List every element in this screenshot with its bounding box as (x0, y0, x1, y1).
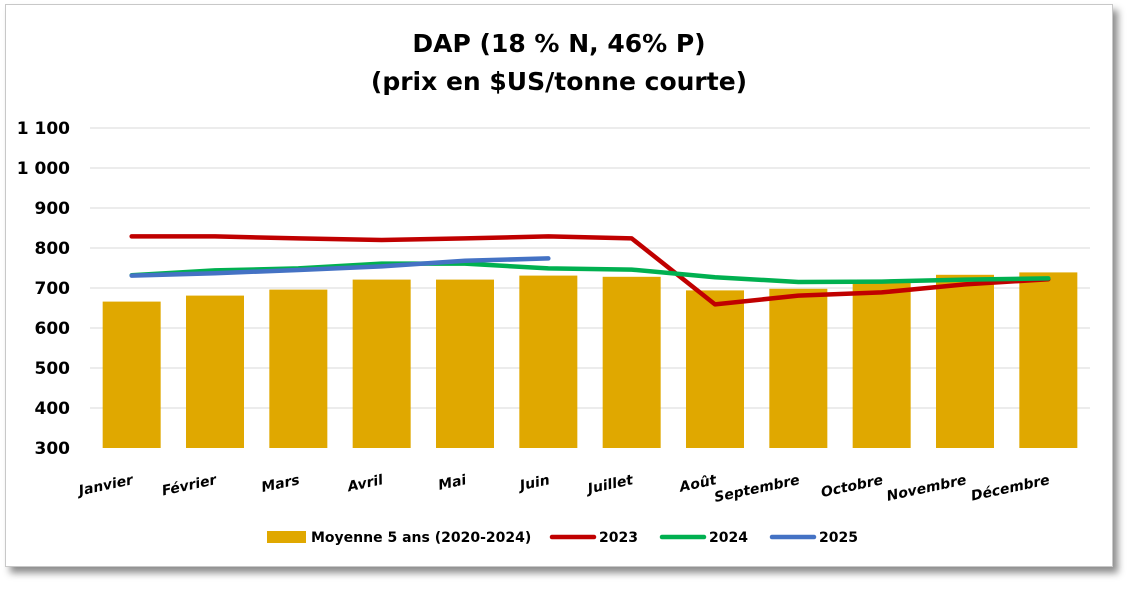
legend-swatch-bar (267, 531, 306, 543)
x-tick-label: Novembre (885, 472, 968, 504)
x-tick-label: Mai (437, 472, 468, 494)
legend-label: Moyenne 5 ans (2020-2024) (311, 530, 531, 546)
x-tick-label: Décembre (970, 472, 1052, 504)
y-tick-label: 900 (35, 199, 71, 219)
y-tick-label: 1 000 (17, 159, 70, 179)
x-tick-label: Juillet (583, 472, 635, 498)
y-tick-label: 700 (35, 279, 71, 299)
series-line-2025 (129, 256, 551, 278)
x-tick-label: Février (161, 472, 219, 499)
legend-label: 2023 (599, 530, 638, 546)
chart-title-line1: DAP (18 % N, 46% P) (412, 29, 706, 58)
x-tick-label: Janvier (74, 472, 135, 500)
y-tick-label: 600 (35, 319, 71, 339)
bar (519, 275, 578, 448)
series-line-2023 (129, 234, 1051, 307)
bar (102, 301, 161, 448)
bar (269, 289, 328, 448)
y-tick-label: 1 100 (17, 119, 70, 139)
bar (1019, 272, 1078, 448)
bar (186, 295, 244, 448)
y-tick-label: 300 (35, 439, 71, 459)
bar (436, 279, 494, 448)
x-tick-label: Mars (260, 472, 301, 496)
x-tick-label: Octobre (820, 472, 885, 501)
x-tick-label: Avril (345, 472, 384, 495)
y-tick-label: 500 (35, 359, 71, 379)
legend-label: 2025 (819, 530, 858, 546)
chart-title-line2: (prix en $US/tonne courte) (370, 67, 748, 96)
x-tick-label: Septembre (713, 472, 801, 506)
bar (852, 281, 911, 448)
y-tick-label: 400 (35, 399, 71, 419)
x-tick-label: Juin (516, 472, 552, 495)
bar (602, 276, 661, 448)
legend-label: 2024 (709, 530, 748, 546)
y-tick-label: 800 (35, 239, 71, 259)
bar (936, 274, 994, 448)
bar (769, 288, 828, 448)
bar (352, 279, 411, 448)
bar (686, 290, 744, 448)
